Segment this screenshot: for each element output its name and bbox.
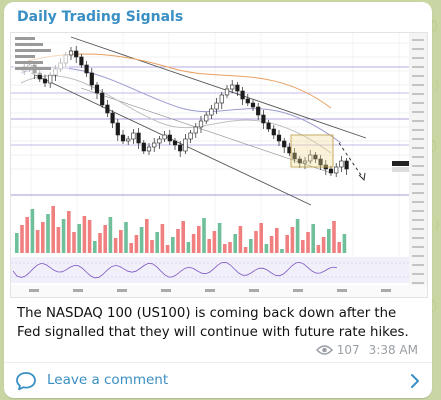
divider — [4, 362, 432, 363]
channel-name[interactable]: Daily Trading Signals — [17, 9, 184, 25]
comment-bubble-icon — [16, 372, 36, 391]
eye-icon — [315, 345, 333, 355]
message-meta: 107 3:38 AM — [315, 343, 418, 357]
leave-comment-label: Leave a comment — [47, 372, 169, 388]
message-time: 3:38 AM — [368, 343, 418, 357]
message-card: Daily Trading Signals The NASDAQ 100 (US… — [4, 2, 432, 398]
chart-screenshot[interactable] — [10, 32, 428, 298]
chevron-right-icon — [411, 374, 419, 388]
message-text: The NASDAQ 100 (US100) is coming back do… — [17, 306, 409, 340]
leave-comment-button[interactable]: Leave a comment — [4, 363, 432, 398]
view-count: 107 — [336, 343, 360, 357]
chart-image — [11, 33, 427, 297]
